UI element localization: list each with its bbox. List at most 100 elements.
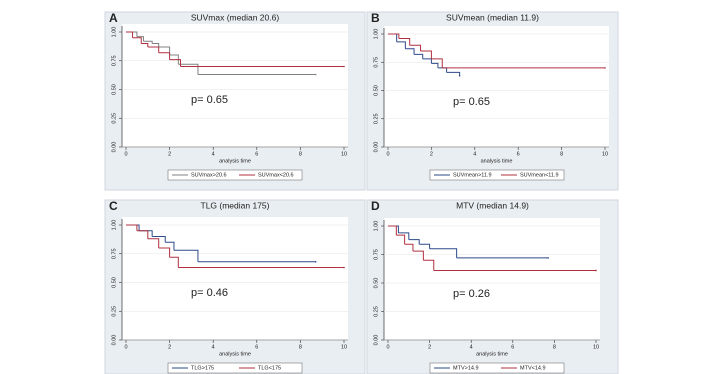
- survival-step: [126, 31, 134, 38]
- survival-step: [169, 256, 179, 268]
- y-tick-label: 0.00: [373, 335, 379, 346]
- x-tick-label: 0: [386, 151, 389, 157]
- survival-step: [429, 248, 458, 258]
- y-tick-label: 0.75: [373, 57, 379, 68]
- x-tick-label: 10: [341, 151, 347, 157]
- survival-end: [314, 261, 317, 263]
- survival-step: [158, 52, 171, 60]
- plot-area: [122, 217, 348, 340]
- y-tick-label: 0.25: [373, 306, 379, 317]
- legend-box: [167, 362, 303, 374]
- x-axis-label: analysis time: [481, 158, 513, 164]
- survival-step: [396, 234, 406, 245]
- survival-step: [169, 59, 181, 67]
- x-tick-label: 4: [473, 151, 476, 157]
- panel: C TLG (median 175) 0.00 0.25 0.50 0.75 1.00 0 2 4…: [104, 199, 366, 374]
- y-tick-label: 0.50: [111, 84, 117, 95]
- y-tick-label: 0.00: [373, 142, 379, 153]
- legend-label: SUVmean<11.9: [520, 172, 559, 178]
- x-tick-label: 0: [124, 151, 127, 157]
- survival-step: [152, 236, 166, 243]
- panel: B SUVmean (median 11.9) 0.00 0.25 0.50 0.75 1.…: [366, 11, 619, 191]
- y-tick-label: 1.00: [111, 220, 117, 231]
- y-tick-label: 0.50: [111, 277, 117, 288]
- survival-step: [405, 48, 415, 55]
- x-tick-label: 6: [511, 344, 514, 350]
- panel-title: MTV (median 14.9): [456, 200, 529, 210]
- x-tick-label: 6: [517, 151, 520, 157]
- survival-step: [158, 247, 171, 258]
- y-tick-label: 0.75: [111, 248, 117, 259]
- x-tick-label: 10: [593, 344, 599, 350]
- y-tick-label: 0.00: [111, 335, 117, 346]
- survival-step: [388, 33, 400, 39]
- y-tick-label: 0.25: [111, 306, 117, 317]
- x-tick-label: 4: [212, 151, 215, 157]
- panel-title: SUVmax (median 20.6): [191, 12, 280, 22]
- legend-label: MTV<14.9: [520, 365, 546, 371]
- y-tick-label: 0.00: [111, 142, 117, 153]
- survival-step: [431, 62, 439, 68]
- p-value: p= 0.65: [191, 94, 228, 106]
- survival-end: [458, 75, 461, 77]
- survival-step: [423, 259, 435, 271]
- survival-step: [169, 54, 179, 65]
- survival-step: [409, 44, 422, 51]
- panel: D MTV (median 14.9) 0.00 0.25 0.50 0.75 1.00 0 2…: [366, 199, 619, 374]
- survival-step: [420, 50, 432, 59]
- survival-step: [173, 249, 199, 262]
- y-tick-label: 1.00: [373, 29, 379, 40]
- x-tick-label: 2: [168, 344, 171, 350]
- x-axis-label: analysis time: [476, 351, 508, 357]
- y-tick-label: 0.75: [111, 55, 117, 66]
- x-tick-label: 2: [428, 344, 431, 350]
- y-tick-label: 0.75: [373, 249, 379, 260]
- legend-label: MTV>14.9: [453, 365, 479, 371]
- survival-end: [343, 266, 345, 269]
- survival-end: [547, 257, 549, 259]
- panel-label: D: [371, 199, 380, 213]
- legend-label: SUVmax<20.6: [258, 172, 294, 178]
- survival-step: [414, 53, 424, 59]
- legend-box: [167, 169, 303, 181]
- legend-box: [429, 169, 565, 181]
- y-tick-label: 0.25: [373, 113, 379, 124]
- survival-step: [143, 40, 153, 44]
- p-value: p= 0.65: [453, 96, 490, 108]
- survival-end: [604, 67, 606, 69]
- x-tick-label: 8: [560, 151, 563, 157]
- x-tick-label: 2: [430, 151, 433, 157]
- survival-end: [343, 65, 345, 68]
- legend-box: [429, 362, 565, 374]
- survival-step: [165, 241, 175, 251]
- survival-step: [126, 224, 138, 231]
- plot-area: [384, 26, 609, 147]
- y-tick-label: 0.25: [111, 113, 117, 124]
- panel-label: B: [371, 11, 380, 25]
- survival-step: [152, 43, 160, 47]
- y-tick-label: 0.50: [373, 85, 379, 96]
- survival-step: [147, 46, 160, 53]
- survival-end: [595, 269, 597, 272]
- survival-step: [398, 38, 411, 46]
- legend-label: TLG>175: [191, 365, 214, 371]
- plot-area: [122, 24, 348, 147]
- panel-title: SUVmean (median 11.9): [446, 12, 539, 22]
- x-tick-label: 2: [168, 151, 171, 157]
- x-axis-label: analysis time: [219, 158, 251, 164]
- x-tick-label: 4: [212, 344, 215, 350]
- plot-area: [384, 218, 600, 340]
- p-value: p= 0.46: [191, 287, 228, 299]
- survival-step: [396, 41, 406, 49]
- survival-step: [408, 239, 420, 245]
- survival-step: [431, 58, 443, 68]
- x-tick-label: 8: [553, 344, 556, 350]
- y-tick-label: 0.50: [373, 278, 379, 289]
- survival-step: [388, 225, 397, 236]
- x-tick-label: 0: [386, 344, 389, 350]
- panel-title: TLG (median 175): [201, 200, 270, 210]
- legend-label: SUVmean>11.9: [453, 172, 492, 178]
- survival-step: [136, 36, 144, 42]
- p-value: p= 0.26: [453, 288, 490, 300]
